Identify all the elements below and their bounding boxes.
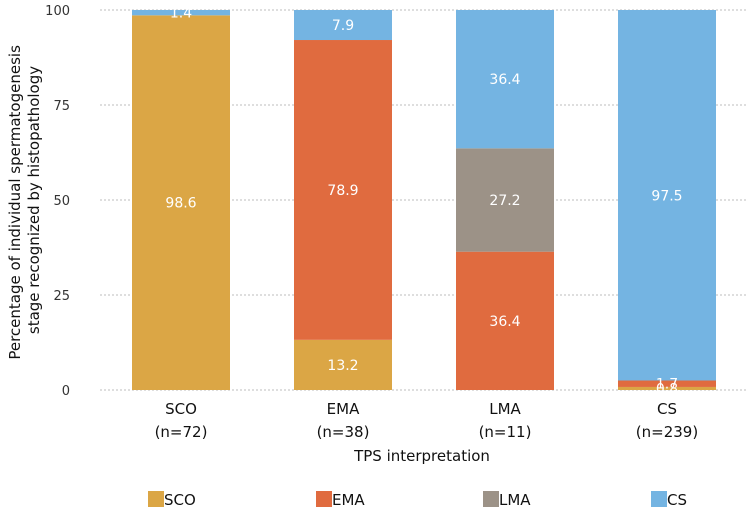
category-label: SCO <box>165 400 197 418</box>
bar-segment-ema-cs <box>294 10 392 41</box>
bar-segment-cs-cs <box>618 10 716 381</box>
y-axis-title: Percentage of individual spermatogenesis… <box>6 40 43 359</box>
data-label: 97.5 <box>651 188 682 204</box>
bar-segment-sco-sco <box>132 15 230 390</box>
legend: SCO EMA LMA CS <box>148 491 687 508</box>
category-count: (n=239) <box>636 423 698 441</box>
bar-segment-lma-ema <box>456 251 554 390</box>
y-axis-title-line-1: Percentage of individual spermatogenesis <box>6 45 24 360</box>
legend-swatch-ema <box>316 491 332 507</box>
legend-label-lma: LMA <box>499 491 531 508</box>
bar-segment-ema-ema <box>294 40 392 340</box>
category-label: EMA <box>327 400 360 418</box>
y-axis-ticks: 0 25 50 75 100 <box>45 4 70 399</box>
category-count: (n=72) <box>155 423 208 441</box>
data-label: 36.4 <box>489 314 520 330</box>
category-count: (n=11) <box>479 423 532 441</box>
bar-segment-sco-cs <box>132 10 230 16</box>
legend-swatch-cs <box>651 491 667 507</box>
y-axis-title-line-2: stage recognized by histopathology <box>25 66 43 334</box>
bar-segment-cs-ema <box>618 380 716 387</box>
data-label: 7.9 <box>332 18 354 34</box>
category-count: (n=38) <box>317 423 370 441</box>
y-tick-label: 0 <box>62 384 70 399</box>
data-labels: 98.6 1.4 13.2 78.9 7.9 36.4 27.2 36.4 0.81.7 97.5 <box>165 6 682 398</box>
data-label: 13.2 <box>327 358 358 374</box>
bars <box>132 10 716 390</box>
legend-swatch-lma <box>483 491 499 507</box>
legend-label-cs: CS <box>667 491 687 508</box>
category-label: CS <box>657 400 677 418</box>
category-label: LMA <box>489 400 521 418</box>
y-tick-label: 25 <box>53 289 70 304</box>
legend-label-sco: SCO <box>164 491 196 508</box>
y-tick-label: 100 <box>45 4 70 19</box>
bar-segment-lma-lma <box>456 148 554 252</box>
x-axis-title: TPS interpretation <box>353 447 490 465</box>
data-label: 0.8 <box>656 381 678 397</box>
data-label: 36.4 <box>489 72 520 88</box>
data-label: 1.7 <box>656 377 678 393</box>
bar-segment-cs-sco <box>618 386 716 390</box>
bar-segment-lma-cs <box>456 10 554 149</box>
data-label: 1.4 <box>170 6 192 22</box>
y-tick-label: 50 <box>53 194 70 209</box>
data-label: 27.2 <box>489 193 520 209</box>
y-tick-label: 75 <box>53 99 70 114</box>
legend-label-ema: EMA <box>332 491 365 508</box>
legend-swatch-sco <box>148 491 164 507</box>
bar-segment-ema-sco <box>294 339 392 390</box>
data-label: 98.6 <box>165 196 196 212</box>
x-axis-categories: SCO (n=72) EMA (n=38) LMA (n=11) CS (n=239) <box>155 400 699 441</box>
data-label: 78.9 <box>327 183 358 199</box>
